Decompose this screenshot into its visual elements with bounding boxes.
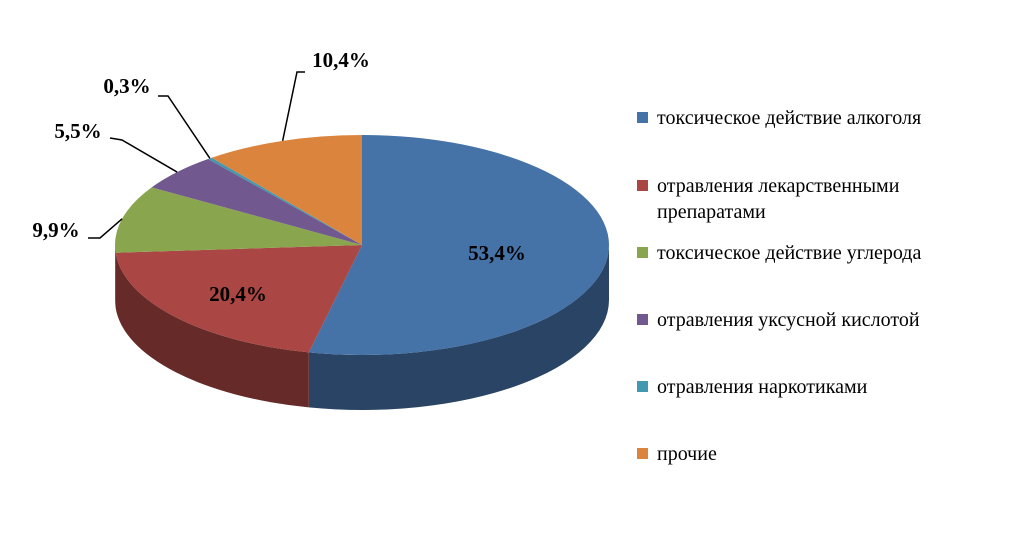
legend-label: токсическое действие углерода xyxy=(657,242,922,264)
data-label: 0,3% xyxy=(103,74,150,98)
data-label: 9,9% xyxy=(32,218,79,242)
slice xyxy=(114,187,362,253)
slice xyxy=(151,158,362,245)
legend-label: отравления лекарственными препаратами xyxy=(657,175,900,223)
legend-item: отравления лекарственными препаратами xyxy=(637,173,992,225)
slice xyxy=(211,135,362,245)
data-label: 10,4% xyxy=(312,48,370,72)
leader-line xyxy=(109,137,178,173)
legend-swatch xyxy=(637,381,648,392)
leader-line xyxy=(158,95,211,159)
legend-swatch xyxy=(637,314,648,325)
data-label: 53,4% xyxy=(468,241,526,265)
legend-label: токсическое действие алкоголя xyxy=(657,107,922,129)
legend-label: отравления наркотиками xyxy=(657,376,868,398)
legend-item: отравления наркотиками xyxy=(637,374,992,400)
legend-item: токсическое действие углерода xyxy=(637,240,992,266)
legend-label: прочие xyxy=(657,443,717,465)
leader-line xyxy=(88,218,123,239)
slice xyxy=(208,157,362,245)
legend-swatch xyxy=(637,112,648,123)
legend-swatch xyxy=(637,180,648,191)
leader-line xyxy=(281,71,305,141)
legend-swatch xyxy=(637,448,648,459)
legend-item: отравления уксусной кислотой xyxy=(637,307,992,333)
slice-side xyxy=(115,252,309,408)
slice-side xyxy=(308,245,609,410)
legend-item: прочие xyxy=(637,441,992,467)
slice-side xyxy=(115,245,116,308)
data-label: 5,5% xyxy=(54,119,101,143)
slice xyxy=(115,245,362,353)
legend-label: отравления уксусной кислотой xyxy=(657,309,920,331)
legend-item: токсическое действие алкоголя xyxy=(637,105,992,131)
slice xyxy=(308,135,610,356)
data-label: 20,4% xyxy=(209,282,267,306)
legend-swatch xyxy=(637,247,648,258)
